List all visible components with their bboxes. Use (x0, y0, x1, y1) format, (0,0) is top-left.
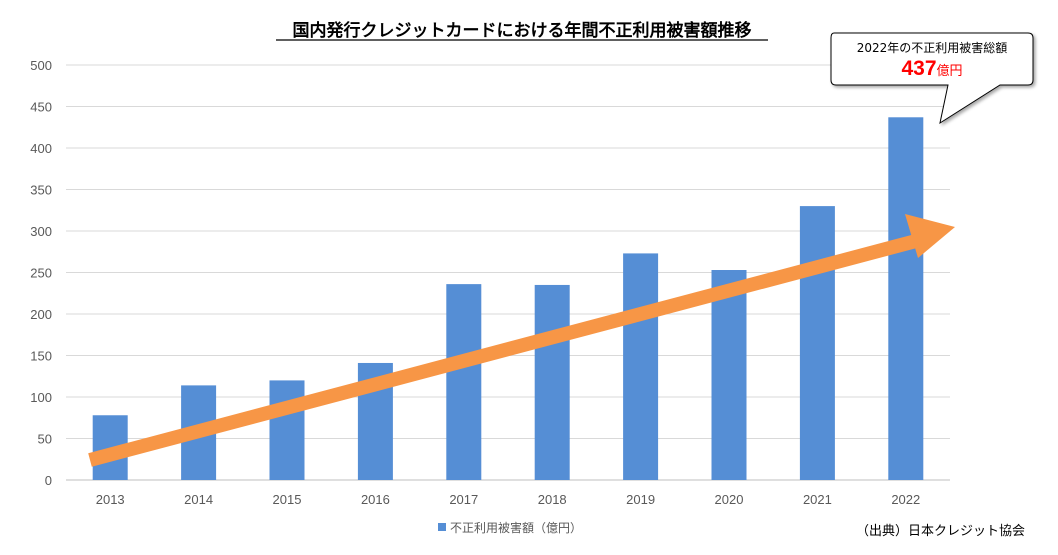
y-tick-label: 150 (30, 349, 52, 364)
x-tick-label: 2020 (715, 492, 744, 507)
bar (623, 253, 659, 480)
callout-amount: 437億円 (901, 57, 962, 80)
bar (888, 117, 924, 480)
callout-value: 437 (901, 57, 936, 80)
y-axis-ticks: 0 50 100 150 200 250 300 350 400 450 500 (30, 58, 52, 488)
trend-arrow-head (905, 214, 955, 258)
y-tick-label: 350 (30, 183, 52, 198)
y-tick-label: 50 (38, 432, 52, 447)
x-tick-label: 2021 (803, 492, 832, 507)
x-axis-ticks: 2013 2014 2015 2016 2017 2018 2019 2020 2021 2022 (96, 492, 921, 507)
y-tick-label: 450 (30, 100, 52, 115)
legend-label: 不正利用被害額（億円） (450, 520, 582, 535)
y-tick-label: 0 (45, 473, 52, 488)
y-tick-label: 400 (30, 141, 52, 156)
annotation-callout: 2022年の不正利用被害総額 437億円 (830, 32, 1034, 125)
y-tick-label: 300 (30, 224, 52, 239)
callout-label: 2022年の不正利用被害総額 (857, 40, 1008, 55)
bar (446, 284, 482, 480)
callout-bubble (830, 32, 1034, 125)
bar (534, 284, 570, 480)
bar (711, 270, 747, 480)
y-tick-label: 250 (30, 266, 52, 281)
y-tick-label: 100 (30, 390, 52, 405)
source-note: （出典）日本クレジット協会 (856, 524, 1025, 539)
y-tick-label: 200 (30, 307, 52, 322)
bar (799, 206, 835, 480)
x-tick-label: 2017 (449, 492, 478, 507)
x-tick-label: 2018 (538, 492, 567, 507)
callout-unit: 億円 (937, 63, 963, 79)
chart-title: 国内発行クレジットカードにおける年間不正利用被害額推移 (293, 20, 752, 41)
trend-arrow (88, 214, 955, 467)
y-tick-label: 500 (30, 58, 52, 73)
legend-swatch (438, 523, 446, 531)
x-tick-label: 2014 (184, 492, 213, 507)
x-tick-label: 2019 (626, 492, 655, 507)
legend: 不正利用被害額（億円） (438, 520, 582, 535)
x-tick-label: 2015 (273, 492, 302, 507)
bar (269, 380, 305, 480)
bar-series (92, 117, 924, 480)
trend-arrow-shaft (88, 234, 918, 467)
x-tick-label: 2013 (96, 492, 125, 507)
x-tick-label: 2016 (361, 492, 390, 507)
x-tick-label: 2022 (891, 492, 920, 507)
